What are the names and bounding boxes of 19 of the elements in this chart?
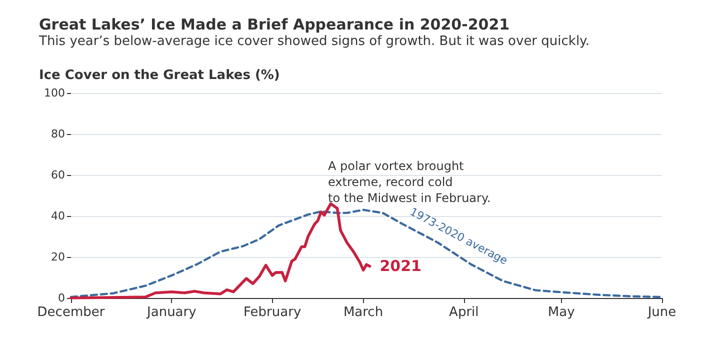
series-label: 2021 (380, 257, 422, 276)
x-tick-label: February (244, 305, 302, 320)
x-tick-label: May (548, 305, 576, 320)
y-axis-title: Ice Cover on the Great Lakes (%) (39, 68, 280, 83)
x-tick-label: June (646, 305, 676, 320)
x-tick-label: December (37, 305, 106, 320)
y-tick-label: 40 (51, 210, 65, 222)
y-tick-label: 20 (51, 250, 65, 264)
x-tick-label: March (343, 305, 384, 320)
chart-title: Great Lakes’ Ice Made a Brief Appearance in 2020-2021 (39, 16, 510, 34)
annotation: A polar vortex brought extreme, record cold to the Midwest in February. (328, 159, 491, 205)
y-tick-label: 0 (58, 292, 65, 304)
x-tick-label: January (146, 305, 197, 320)
x-tick-label: April (449, 305, 479, 320)
y-tick-label: 80 (51, 128, 65, 140)
chart-subtitle: This year’s below-average ice cover showed signs of growth. But it was over quickly. (38, 34, 590, 49)
line-series (70, 202, 372, 300)
y-tick-label: 60 (51, 168, 65, 182)
y-tick-label: 100 (44, 86, 65, 100)
